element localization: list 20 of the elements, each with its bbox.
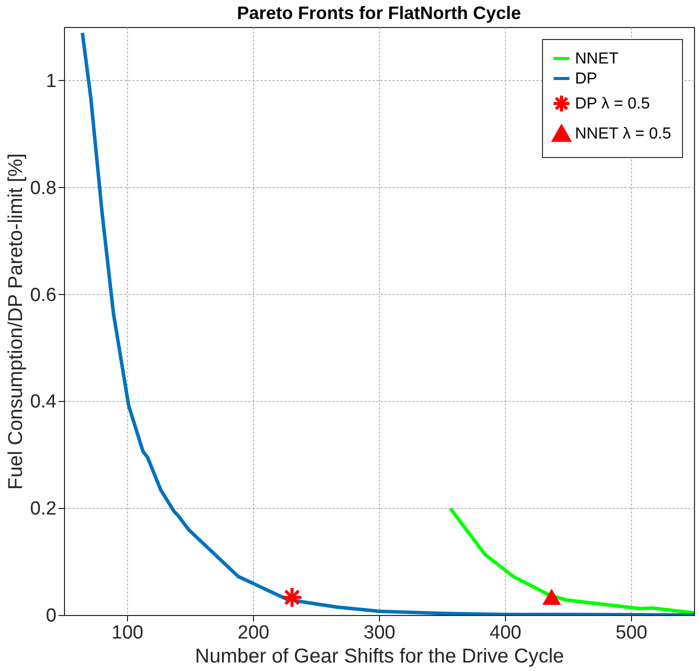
y-tick-label: 0.6 bbox=[30, 284, 56, 306]
y-tick-label: 1 bbox=[46, 70, 56, 92]
y-tick-label: 0.8 bbox=[30, 178, 56, 199]
x-tick-label: 400 bbox=[490, 622, 522, 644]
x-tick-label: 100 bbox=[112, 622, 144, 644]
x-axis-title: Number of Gear Shifts for the Drive Cycle bbox=[194, 646, 564, 668]
line-series bbox=[448, 506, 694, 615]
y-axis-title: Fuel Consumption/DP Pareto-limit [%] bbox=[5, 153, 28, 490]
y-tick-label: 0.4 bbox=[30, 392, 57, 413]
y-tick-label: 0 bbox=[46, 606, 56, 626]
x-tick-label: 300 bbox=[364, 622, 396, 644]
line-series bbox=[80, 31, 694, 615]
legend-label: DP bbox=[575, 70, 598, 88]
x-tick-label: 500 bbox=[616, 622, 648, 644]
legend-label: DP λ = 0.5 bbox=[575, 96, 650, 112]
x-tick-label: 200 bbox=[238, 622, 270, 644]
legend-label: NNET λ = 0.5 bbox=[575, 126, 672, 142]
y-tick-label: 0.2 bbox=[30, 498, 56, 520]
chart-title: Pareto Fronts for FlatNorth Cycle bbox=[236, 3, 522, 23]
legend-label: NNET bbox=[575, 50, 619, 68]
